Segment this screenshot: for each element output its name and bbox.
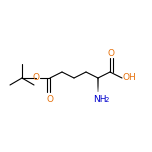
Text: O: O (33, 74, 40, 83)
Text: O: O (47, 95, 54, 104)
Text: O: O (107, 48, 114, 57)
Text: OH: OH (122, 74, 136, 83)
Polygon shape (97, 78, 98, 92)
Text: NH: NH (93, 95, 107, 104)
Text: 2: 2 (105, 97, 109, 103)
